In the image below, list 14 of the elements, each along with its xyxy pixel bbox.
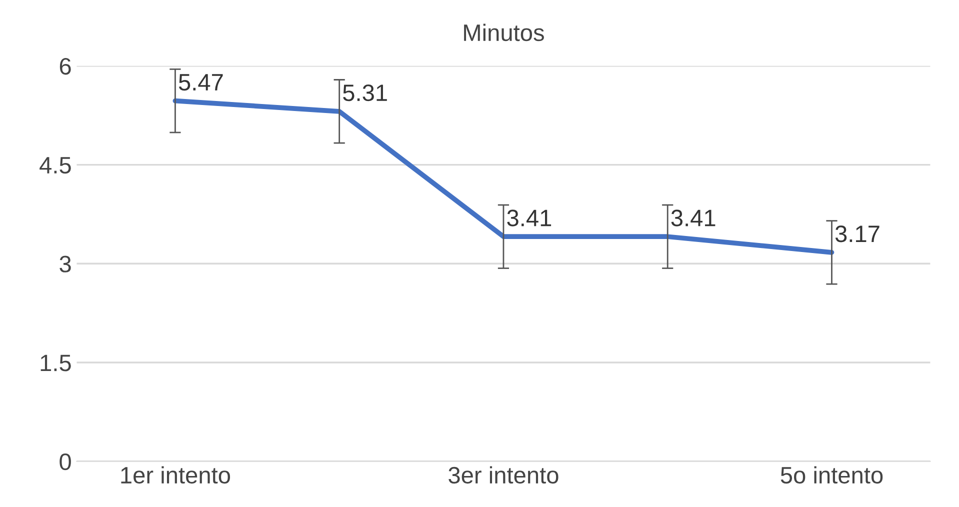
y-tick-label: 3 [60, 256, 71, 272]
chart-title: Minutos [464, 24, 544, 42]
x-tick-label: 5o intento [780, 466, 883, 484]
data-label: 3.41 [507, 210, 552, 226]
data-label: 3.17 [835, 225, 880, 242]
data-label: 5.47 [178, 74, 223, 91]
y-tick-label: 1.5 [40, 354, 71, 372]
x-tick-label: 1er intento [121, 466, 230, 484]
y-tick-label: 6 [60, 58, 71, 75]
data-label: 3.41 [671, 210, 716, 226]
y-tick-label: 0 [60, 453, 71, 470]
data-label: 5.31 [343, 84, 387, 102]
x-tick-label: 3er intento [448, 466, 558, 484]
y-tick-label: 4.5 [40, 157, 71, 174]
